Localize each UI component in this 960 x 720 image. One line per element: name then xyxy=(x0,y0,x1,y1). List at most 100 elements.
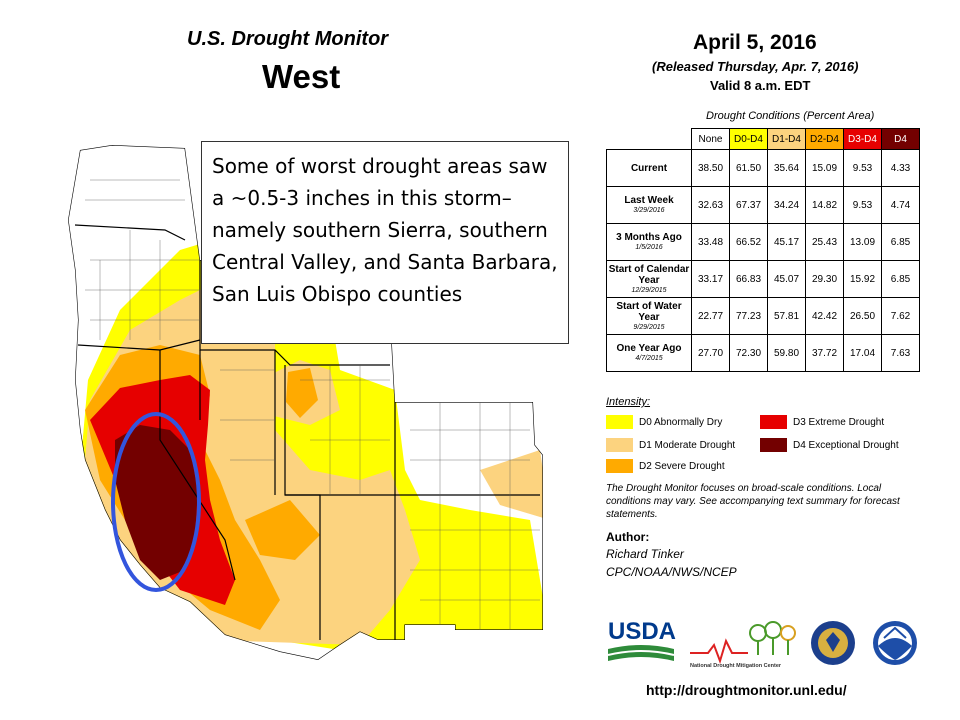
table-cell: 72.30 xyxy=(729,334,768,372)
row-label-text: One Year Ago xyxy=(616,343,682,354)
table-cell: 59.80 xyxy=(767,334,806,372)
row-label-text: Last Week xyxy=(624,195,674,206)
table-row: Current 38.50 61.50 35.64 15.09 9.53 4.33 xyxy=(606,149,920,187)
disclaimer-text: The Drought Monitor focuses on broad-sca… xyxy=(606,483,900,520)
table-cell: 17.04 xyxy=(843,334,882,372)
drought-monitor-url[interactable]: http://droughtmonitor.unl.edu/ xyxy=(646,682,847,698)
table-row: One Year Ago 4/7/2015 27.70 72.30 59.80 37.72… xyxy=(606,334,920,372)
annotation-box: Some of worst drought areas saw a ~0.5-3… xyxy=(201,141,569,344)
column-header: D3-D4 xyxy=(843,128,882,150)
table-cell: 26.50 xyxy=(843,297,882,335)
ndmc-logo: National Drought Mitigation Center xyxy=(690,621,796,669)
table-cell: 29.30 xyxy=(805,260,844,298)
table-cell: 15.09 xyxy=(805,149,844,187)
map-date: April 5, 2016 xyxy=(693,31,817,54)
legend-label: D4 Exceptional Drought xyxy=(793,439,899,451)
noaa-logo-icon xyxy=(873,621,917,665)
table-cell: 33.48 xyxy=(691,223,730,261)
column-header: D4 xyxy=(881,128,920,150)
ndmc-logo-text: National Drought Mitigation Center xyxy=(690,663,782,669)
table-cell: 15.92 xyxy=(843,260,882,298)
table-cell: 4.74 xyxy=(881,186,920,224)
row-date: 12/29/2015 xyxy=(631,286,667,294)
legend-swatch xyxy=(606,415,633,429)
table-cell: 35.64 xyxy=(767,149,806,187)
column-header: D2-D4 xyxy=(805,128,844,150)
table-cell: 6.85 xyxy=(881,260,920,298)
table-row: Start of Water Year 9/29/2015 22.77 77.23 57… xyxy=(606,297,920,335)
table-cell: 27.70 xyxy=(691,334,730,372)
map-region-title: West xyxy=(262,58,341,95)
table-header-row: None D0-D4 D1-D4 D2-D4 D3-D4 D4 xyxy=(607,128,920,150)
commerce-seal-icon xyxy=(811,621,855,665)
legend-item-d2: D2 Severe Drought xyxy=(606,459,725,473)
legend-item-d1: D1 Moderate Drought xyxy=(606,438,735,452)
row-label: Last Week 3/29/2016 xyxy=(606,186,692,224)
table-cell: 45.17 xyxy=(767,223,806,261)
legend-item-d3: D3 Extreme Drought xyxy=(760,415,884,429)
table-cell: 7.63 xyxy=(881,334,920,372)
legend-label: D3 Extreme Drought xyxy=(793,416,885,428)
legend-item-d4: D4 Exceptional Drought xyxy=(760,438,899,452)
drought-conditions-table: None D0-D4 D1-D4 D2-D4 D3-D4 D4 Current 3… xyxy=(606,128,920,372)
table-cell: 4.33 xyxy=(881,149,920,187)
table-cell: 38.50 xyxy=(691,149,730,187)
table-cell: 9.53 xyxy=(843,149,882,187)
county-lines xyxy=(85,179,540,630)
legend-item-d0: D0 Abnormally Dry xyxy=(606,415,722,429)
legend-swatch xyxy=(760,415,787,429)
column-header: None xyxy=(691,128,730,150)
row-label: Current xyxy=(606,149,692,187)
table-cell: 9.53 xyxy=(843,186,882,224)
table-cell: 66.52 xyxy=(729,223,768,261)
row-date: 9/29/2015 xyxy=(633,323,665,331)
table-caption: Drought Conditions (Percent Area) xyxy=(706,110,875,122)
row-label-text: Current xyxy=(630,162,668,174)
highlight-ellipse xyxy=(111,412,201,592)
legend-swatch xyxy=(606,438,633,452)
row-label-text: Start of Calendar Year xyxy=(608,263,690,286)
table-cell: 25.43 xyxy=(805,223,844,261)
legend-label: D0 Abnormally Dry xyxy=(639,416,723,428)
table-cell: 45.07 xyxy=(767,260,806,298)
table-cell: 34.24 xyxy=(767,186,806,224)
author-org: CPC/NOAA/NWS/NCEP xyxy=(606,565,737,579)
table-cell: 37.72 xyxy=(805,334,844,372)
row-label-text: 3 Months Ago xyxy=(616,232,682,243)
row-label: 3 Months Ago 1/5/2016 xyxy=(606,223,692,261)
table-cell: 33.17 xyxy=(691,260,730,298)
table-cell: 57.81 xyxy=(767,297,806,335)
table-cell: 66.83 xyxy=(729,260,768,298)
column-header: D0-D4 xyxy=(729,128,768,150)
table-row: Last Week 3/29/2016 32.63 67.37 34.24 14.82 9.… xyxy=(606,186,920,224)
table-cell: 14.82 xyxy=(805,186,844,224)
column-header: D1-D4 xyxy=(767,128,806,150)
table-cell: 7.62 xyxy=(881,297,920,335)
row-date: 3/29/2016 xyxy=(633,207,665,214)
row-label: Start of Calendar Year 12/29/2015 xyxy=(606,260,692,298)
table-cell: 6.85 xyxy=(881,223,920,261)
row-date: 4/7/2015 xyxy=(635,355,663,362)
usda-logo-text: USDA xyxy=(608,618,676,645)
release-date: (Released Thursday, Apr. 7, 2016) xyxy=(652,59,859,74)
table-row: 3 Months Ago 1/5/2016 33.48 66.52 45.17 25.43… xyxy=(606,223,920,261)
valid-time: Valid 8 a.m. EDT xyxy=(710,78,811,93)
usda-logo: USDA xyxy=(607,618,676,661)
row-label: Start of Water Year 9/29/2015 xyxy=(606,297,692,335)
table-cell: 67.37 xyxy=(729,186,768,224)
table-cell: 32.63 xyxy=(691,186,730,224)
legend-swatch xyxy=(760,438,787,452)
legend-swatch xyxy=(606,459,633,473)
table-cell: 13.09 xyxy=(843,223,882,261)
table-cell: 77.23 xyxy=(729,297,768,335)
table-cell: 42.42 xyxy=(805,297,844,335)
author-name: Richard Tinker xyxy=(606,547,684,561)
table-row: Start of Calendar Year 12/29/2015 33.17 66.… xyxy=(606,260,920,298)
table-corner xyxy=(607,129,692,150)
row-label: One Year Ago 4/7/2015 xyxy=(606,334,692,372)
table-cell: 22.77 xyxy=(691,297,730,335)
legend-title: Intensity: xyxy=(606,396,651,408)
author-label: Author: xyxy=(606,530,650,544)
row-label-text: Start of Water Year xyxy=(616,300,682,323)
legend-label: D1 Moderate Drought xyxy=(639,439,736,451)
